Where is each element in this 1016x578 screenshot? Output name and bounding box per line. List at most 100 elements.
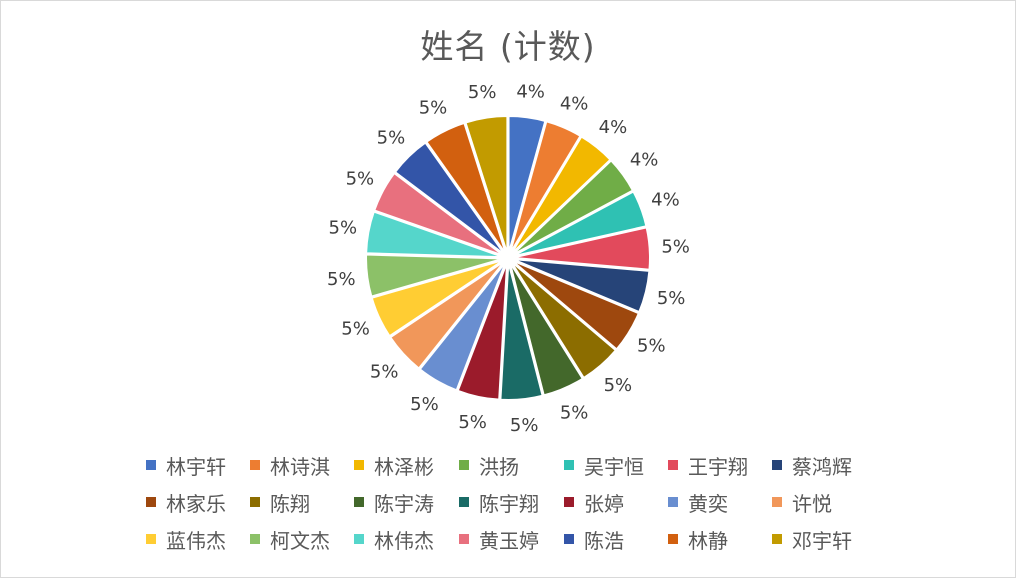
pie-slice	[365, 210, 505, 259]
legend-item: 张婷	[564, 487, 624, 517]
pie-slice	[393, 141, 507, 256]
pie-slice	[370, 258, 505, 338]
legend-item: 林诗淇	[250, 450, 330, 480]
data-label: 5%	[419, 98, 448, 119]
legend-label: 林家乐	[166, 491, 226, 516]
legend-label: 陈宇涛	[374, 491, 434, 516]
data-label: 5%	[468, 82, 497, 103]
legend-label: 陈浩	[584, 528, 624, 553]
legend-item: 林宇轩	[146, 450, 226, 480]
pie-slice	[508, 120, 582, 255]
legend-swatch	[668, 460, 678, 470]
data-label: 5%	[377, 128, 406, 149]
legend-swatch	[354, 497, 364, 507]
data-label: 5%	[604, 375, 633, 396]
pie-slice	[509, 260, 618, 380]
data-label: 5%	[346, 169, 375, 190]
data-label: 5%	[560, 402, 589, 423]
legend-swatch	[354, 534, 364, 544]
legend-swatch	[250, 534, 260, 544]
legend-label: 柯文杰	[270, 528, 330, 553]
legend: 林宇轩 林诗淇 林泽彬 洪扬 吴宇恒 王宇翔 蔡鸿辉林家乐 陈翔 陈宇涛 陈宇翔 张婷 黄奕 许悦蓝伟杰…	[146, 450, 886, 561]
data-label: 5%	[329, 217, 358, 238]
legend-item: 林泽彬	[354, 450, 434, 480]
data-label: 5%	[657, 288, 686, 309]
legend-label: 陈翔	[270, 491, 310, 516]
pie-slice	[464, 115, 509, 255]
legend-item: 黄玉婷	[459, 524, 539, 554]
pie-slice	[499, 261, 544, 401]
legend-swatch	[459, 497, 469, 507]
legend-row: 林宇轩 林诗淇 林泽彬 洪扬 吴宇恒 王宇翔 蔡鸿辉	[146, 450, 886, 487]
legend-swatch	[564, 497, 574, 507]
legend-swatch	[146, 460, 156, 470]
data-label: 5%	[661, 237, 690, 258]
legend-swatch	[459, 534, 469, 544]
legend-label: 许悦	[792, 491, 832, 516]
pie-slice	[425, 121, 508, 255]
legend-item: 陈宇涛	[354, 487, 434, 517]
chart-title: 姓名 (计数)	[420, 27, 596, 66]
legend-label: 蓝伟杰	[166, 528, 226, 553]
legend-swatch	[459, 460, 469, 470]
data-label: 5%	[370, 362, 399, 383]
data-label: 4%	[651, 189, 680, 210]
legend-swatch	[146, 534, 156, 544]
pie-slice	[507, 115, 547, 255]
legend-item: 蓝伟杰	[146, 524, 226, 554]
legend-swatch	[668, 497, 678, 507]
data-label: 5%	[327, 269, 356, 290]
pie-slice	[365, 253, 505, 298]
legend-swatch	[564, 534, 574, 544]
legend-item: 洪扬	[459, 450, 519, 480]
legend-label: 林宇轩	[166, 454, 226, 479]
data-label: 4%	[630, 150, 659, 171]
legend-swatch	[772, 534, 782, 544]
legend-item: 林家乐	[146, 487, 226, 517]
legend-swatch	[250, 497, 260, 507]
pie-slice	[456, 261, 509, 401]
data-label: 5%	[458, 412, 487, 433]
data-label: 5%	[410, 394, 439, 415]
pie-slice	[418, 260, 507, 392]
legend-label: 黄奕	[688, 491, 728, 516]
legend-item: 邓宇轩	[772, 524, 852, 554]
legend-item: 陈翔	[250, 487, 310, 517]
legend-swatch	[772, 460, 782, 470]
legend-item: 陈浩	[564, 524, 624, 554]
legend-item: 林伟杰	[354, 524, 434, 554]
pie-slice	[511, 257, 651, 314]
legend-swatch	[772, 497, 782, 507]
legend-item: 陈宇翔	[459, 487, 539, 517]
legend-item: 王宇翔	[668, 450, 748, 480]
legend-label: 洪扬	[479, 454, 519, 479]
legend-label: 林伟杰	[374, 528, 434, 553]
pie-slice	[510, 159, 635, 257]
legend-label: 林诗淇	[270, 454, 330, 479]
legend-item: 黄奕	[668, 487, 728, 517]
legend-swatch	[668, 534, 678, 544]
legend-item: 蔡鸿辉	[772, 450, 852, 480]
legend-item: 吴宇恒	[564, 450, 644, 480]
pie-slice	[508, 261, 585, 397]
legend-item: 柯文杰	[250, 524, 330, 554]
legend-row: 蓝伟杰 柯文杰 林伟杰 黄玉婷 陈浩 林静 邓宇轩	[146, 524, 886, 561]
pie-slice	[510, 259, 641, 351]
pie-slice	[388, 259, 506, 370]
pie-slice	[509, 135, 612, 256]
data-label: 5%	[510, 415, 539, 436]
legend-label: 张婷	[584, 491, 624, 516]
legend-label: 黄玉婷	[479, 528, 539, 553]
legend-label: 王宇翔	[688, 454, 748, 479]
legend-item: 林静	[668, 524, 728, 554]
data-label: 4%	[516, 82, 545, 103]
pie-slice	[511, 226, 651, 271]
legend-label: 吴宇恒	[584, 454, 644, 479]
data-label: 5%	[637, 336, 666, 357]
legend-label: 邓宇轩	[792, 528, 852, 553]
legend-label: 林泽彬	[374, 454, 434, 479]
legend-swatch	[564, 460, 574, 470]
legend-row: 林家乐 陈翔 陈宇涛 陈宇翔 张婷 黄奕 许悦	[146, 487, 886, 524]
legend-label: 林静	[688, 528, 728, 553]
